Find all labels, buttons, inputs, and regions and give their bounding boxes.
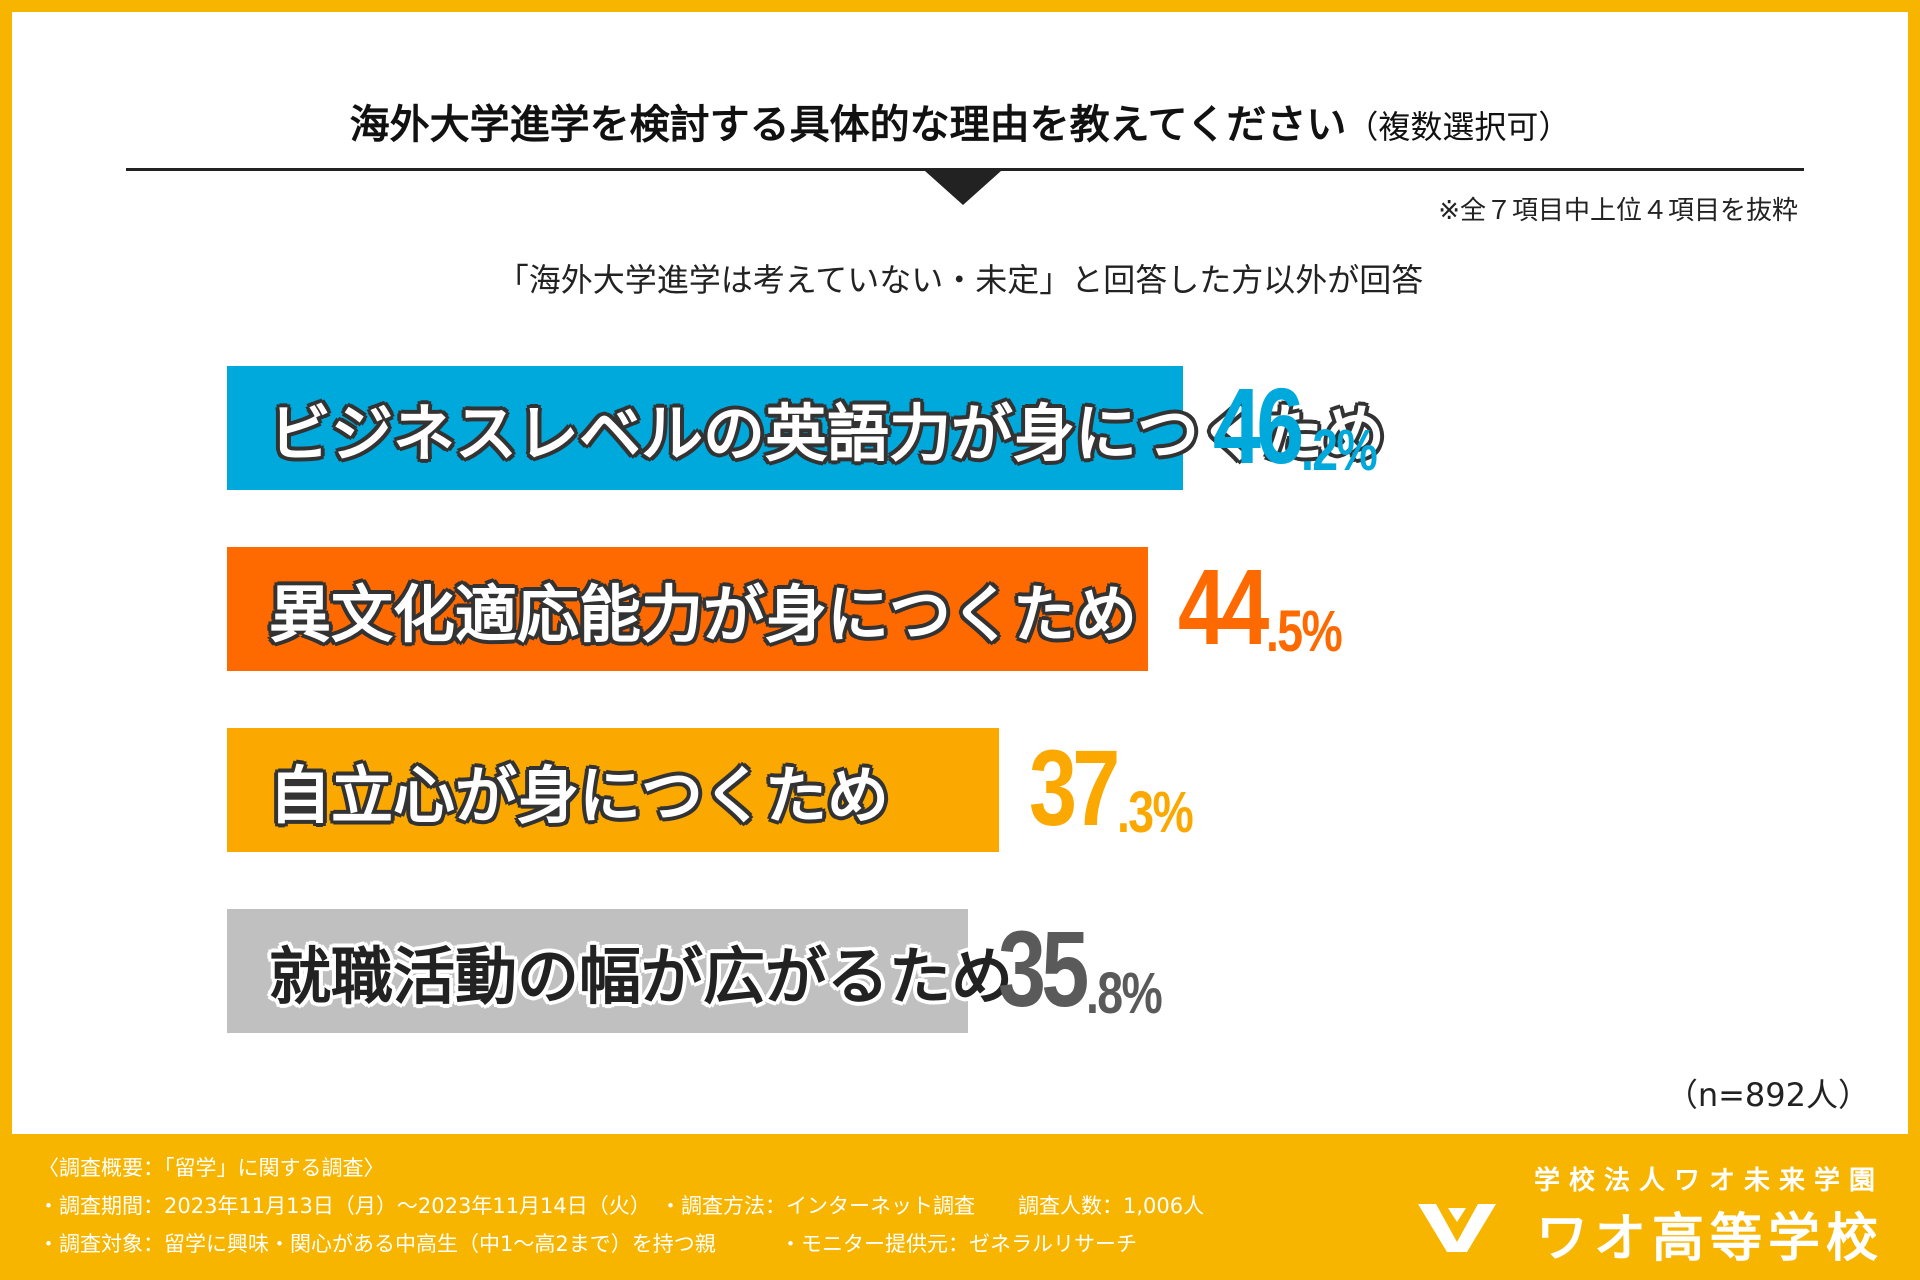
survey-method: ・調査方法：インターネット調査 — [660, 1194, 975, 1218]
survey-period: ・調査期間：2023年11月13日（月）～2023年11月14日（火） — [38, 1194, 651, 1218]
bar-label-english-ability: ビジネスレベルの英語力が身につくため — [269, 397, 1386, 470]
chart-subtitle: 「海外大学進学は考えていない・未定」と回答した方以外が回答 — [496, 261, 1424, 299]
chart-title-paren: （複数選択可） — [1346, 108, 1571, 146]
value-int-cross-cultural: 44 — [1178, 546, 1269, 667]
value-dec-english-ability: .2% — [1301, 418, 1378, 483]
survey-count: 調査人数：1,006人 — [1018, 1194, 1205, 1218]
value-dec-independence: .3% — [1117, 780, 1194, 845]
value-label-english-ability: 46.2% — [1213, 366, 1395, 490]
value-label-independence: 37.3% — [1029, 728, 1211, 852]
survey-target: ・調査対象：留学に興味・関心がある中高生（中1～高2まで）を持つ親 — [38, 1232, 716, 1256]
bar-cross-cultural: 異文化適応能力が身につくため — [227, 547, 1148, 671]
value-dec-cross-cultural: .5% — [1266, 599, 1343, 664]
bar-english-ability: ビジネスレベルの英語力が身につくため — [227, 366, 1385, 490]
bar-independence: 自立心が身につくため — [227, 728, 999, 852]
value-int-independence: 37 — [1029, 727, 1120, 848]
sample-size-label: （n=892人） — [1665, 1076, 1870, 1114]
chart-title-main: 海外大学進学を検討する具体的な理由を教えてください — [349, 102, 1347, 148]
school-name: ワオ高等学校 — [1535, 1209, 1884, 1269]
chart-title: 海外大学進学を検討する具体的な理由を教えてください（複数選択可） — [0, 92, 1920, 150]
bar-label-independence: 自立心が身につくため — [269, 759, 890, 832]
bar-label-job-hunting: 就職活動の幅が広がるため — [269, 940, 1014, 1013]
title-rule — [126, 168, 1804, 171]
value-label-job-hunting: 35.8% — [998, 909, 1180, 1033]
value-int-english-ability: 46 — [1213, 365, 1304, 486]
excerpt-note: ※全７項目中上位４項目を抜粋 — [1438, 196, 1798, 226]
value-label-cross-cultural: 44.5% — [1178, 547, 1360, 671]
organization-name: 学校法人ワオ未来学園 — [1533, 1166, 1884, 1196]
survey-provider: ・モニター提供元：ゼネラルリサーチ — [780, 1232, 1137, 1256]
survey-overview: 〈調査概要：「留学」に関する調査〉 — [38, 1156, 385, 1180]
value-int-job-hunting: 35 — [998, 908, 1089, 1029]
title-notch — [925, 171, 1001, 205]
bar-job-hunting: 就職活動の幅が広がるため — [227, 909, 1013, 1033]
school-logo-icon — [1418, 1204, 1496, 1252]
bar-label-cross-cultural: 異文化適応能力が身につくため — [269, 578, 1138, 651]
value-dec-job-hunting: .8% — [1086, 961, 1163, 1026]
